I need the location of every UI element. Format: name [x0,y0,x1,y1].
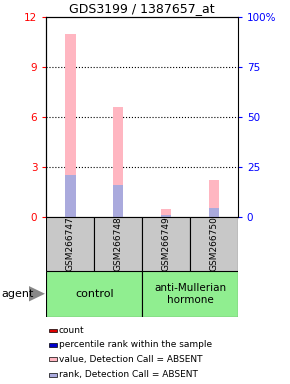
Text: count: count [59,326,84,335]
Bar [209,208,219,217]
Bar [113,185,124,217]
Polygon shape [29,286,45,301]
Bar [142,217,190,271]
Text: GSM266748: GSM266748 [114,217,123,271]
Bar [65,175,76,217]
Text: rank, Detection Call = ABSENT: rank, Detection Call = ABSENT [59,370,197,379]
Bar [49,329,57,333]
Text: percentile rank within the sample: percentile rank within the sample [59,340,212,349]
Text: agent: agent [1,289,34,299]
Title: GDS3199 / 1387657_at: GDS3199 / 1387657_at [69,2,215,15]
Bar [94,217,142,271]
Bar [49,357,57,361]
Bar [113,107,124,217]
Bar [65,34,76,217]
Bar [142,271,238,317]
Bar [209,180,219,217]
Text: GSM266749: GSM266749 [162,217,171,271]
Bar [46,217,94,271]
Bar [49,373,57,377]
Text: GSM266747: GSM266747 [66,217,75,271]
Bar [161,215,171,217]
Bar [190,217,238,271]
Text: anti-Mullerian
hormone: anti-Mullerian hormone [154,283,226,305]
Text: control: control [75,289,114,299]
Bar [49,343,57,347]
Text: GSM266750: GSM266750 [209,217,218,271]
Bar [161,210,171,217]
Bar [46,271,142,317]
Text: value, Detection Call = ABSENT: value, Detection Call = ABSENT [59,355,202,364]
